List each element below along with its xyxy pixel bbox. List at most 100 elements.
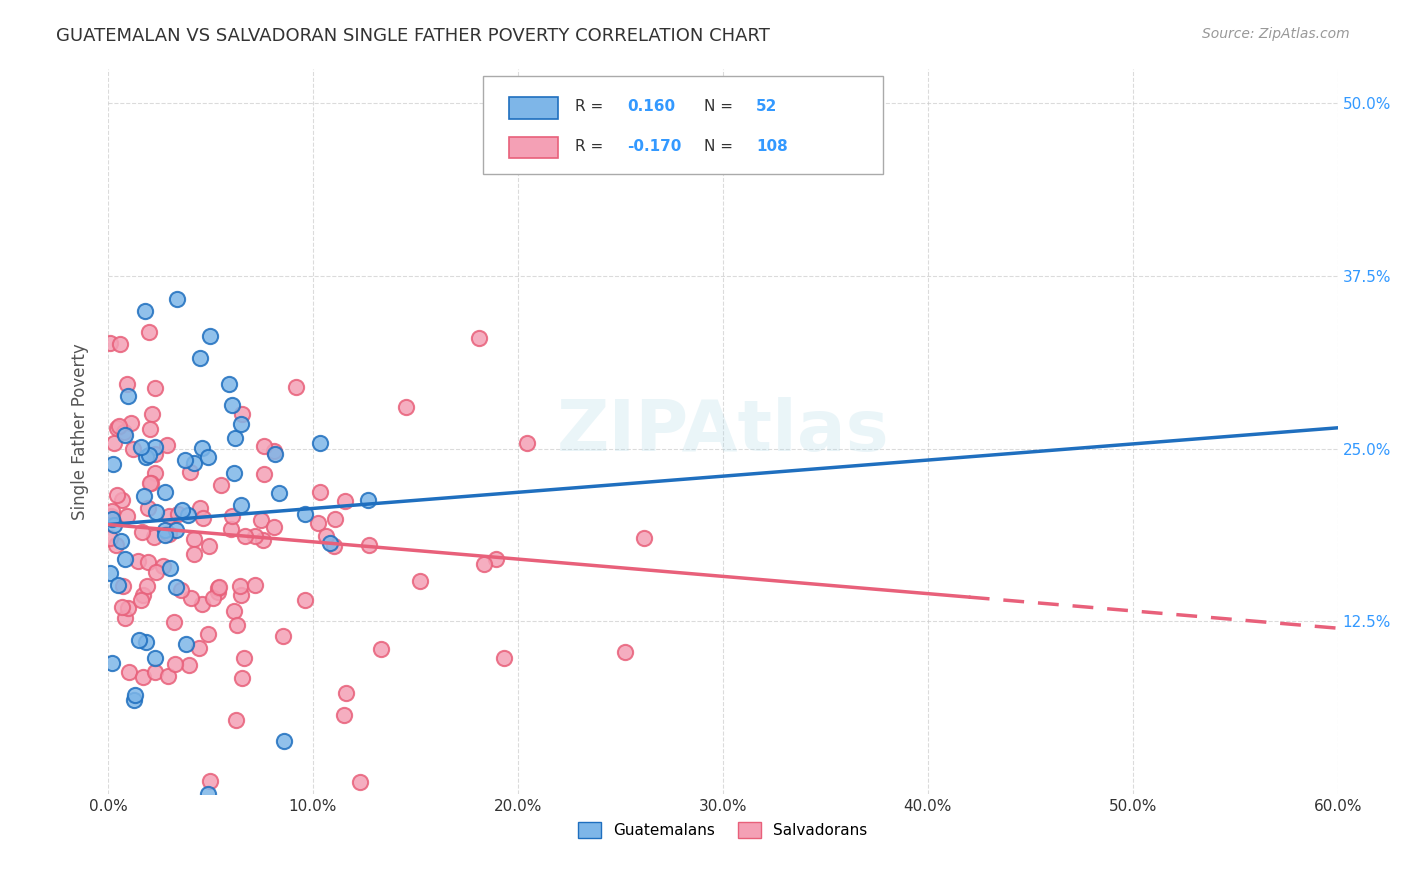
Point	[131, 525, 153, 540]
Point	[145, 565, 167, 579]
Text: N =: N =	[704, 139, 734, 154]
Point	[370, 641, 392, 656]
Point	[129, 440, 152, 454]
Text: R =: R =	[575, 139, 603, 154]
Point	[243, 529, 266, 543]
Point	[191, 441, 214, 455]
Point	[136, 579, 159, 593]
Point	[141, 407, 163, 421]
Legend: Guatemalans, Salvadorans: Guatemalans, Salvadorans	[572, 816, 873, 845]
Point	[516, 435, 538, 450]
Point	[120, 417, 142, 431]
Point	[122, 442, 145, 457]
Point	[224, 431, 246, 445]
FancyBboxPatch shape	[509, 97, 558, 119]
Point	[159, 561, 181, 575]
Point	[145, 381, 167, 395]
Point	[111, 493, 134, 508]
Point	[139, 475, 162, 490]
Point	[100, 656, 122, 670]
Point	[98, 531, 121, 545]
Point	[229, 579, 252, 593]
Point	[124, 688, 146, 702]
Point	[134, 303, 156, 318]
Point	[307, 516, 329, 531]
Point	[136, 500, 159, 515]
Point	[143, 466, 166, 480]
Text: -0.170: -0.170	[627, 139, 682, 154]
Point	[243, 578, 266, 592]
Point	[155, 485, 177, 500]
Point	[103, 435, 125, 450]
Point	[263, 447, 285, 461]
Text: N =: N =	[704, 100, 734, 114]
Point	[135, 635, 157, 649]
Point	[183, 547, 205, 561]
Point	[197, 450, 219, 464]
Point	[614, 644, 637, 658]
Point	[294, 507, 316, 521]
Point	[197, 626, 219, 640]
Point	[250, 513, 273, 527]
Point	[183, 532, 205, 546]
Point	[233, 650, 256, 665]
Point	[114, 428, 136, 442]
Point	[263, 520, 285, 534]
Point	[112, 425, 135, 440]
Point	[176, 637, 198, 651]
Point	[252, 533, 274, 547]
Point	[143, 440, 166, 454]
Point	[136, 556, 159, 570]
Point	[157, 669, 180, 683]
Point	[98, 566, 121, 581]
Point	[359, 538, 381, 552]
Text: GUATEMALAN VS SALVADORAN SINGLE FATHER POVERTY CORRELATION CHART: GUATEMALAN VS SALVADORAN SINGLE FATHER P…	[56, 27, 770, 45]
Point	[319, 535, 342, 549]
Point	[166, 293, 188, 307]
Point	[188, 501, 211, 516]
Point	[224, 466, 246, 480]
Point	[207, 581, 229, 595]
Point	[100, 508, 122, 523]
Point	[323, 539, 346, 553]
Point	[108, 336, 131, 351]
Point	[207, 585, 229, 599]
Point	[117, 601, 139, 615]
Point	[165, 523, 187, 537]
Point	[492, 650, 515, 665]
Point	[188, 641, 211, 656]
Point	[221, 398, 243, 412]
Text: Source: ZipAtlas.com: Source: ZipAtlas.com	[1202, 27, 1350, 41]
Point	[180, 591, 202, 605]
Point	[155, 528, 177, 542]
Point	[114, 551, 136, 566]
Point	[219, 522, 242, 536]
Point	[208, 580, 231, 594]
Point	[159, 509, 181, 524]
Text: 52: 52	[756, 100, 778, 114]
Point	[134, 489, 156, 503]
Point	[103, 517, 125, 532]
Point	[231, 407, 253, 421]
Point	[309, 436, 332, 450]
Point	[128, 632, 150, 647]
Point	[226, 617, 249, 632]
Point	[308, 485, 330, 500]
Point	[229, 417, 252, 431]
Point	[166, 507, 188, 521]
Point	[108, 418, 131, 433]
Point	[209, 477, 232, 491]
Point	[408, 574, 430, 589]
Point	[145, 505, 167, 519]
Point	[222, 604, 245, 618]
Point	[101, 512, 124, 526]
Point	[200, 329, 222, 343]
Point	[323, 512, 346, 526]
Point	[333, 708, 356, 723]
Y-axis label: Single Father Poverty: Single Father Poverty	[72, 343, 89, 520]
Point	[271, 629, 294, 643]
Point	[98, 336, 121, 351]
Point	[143, 665, 166, 679]
Point	[138, 448, 160, 462]
Point	[111, 599, 134, 614]
